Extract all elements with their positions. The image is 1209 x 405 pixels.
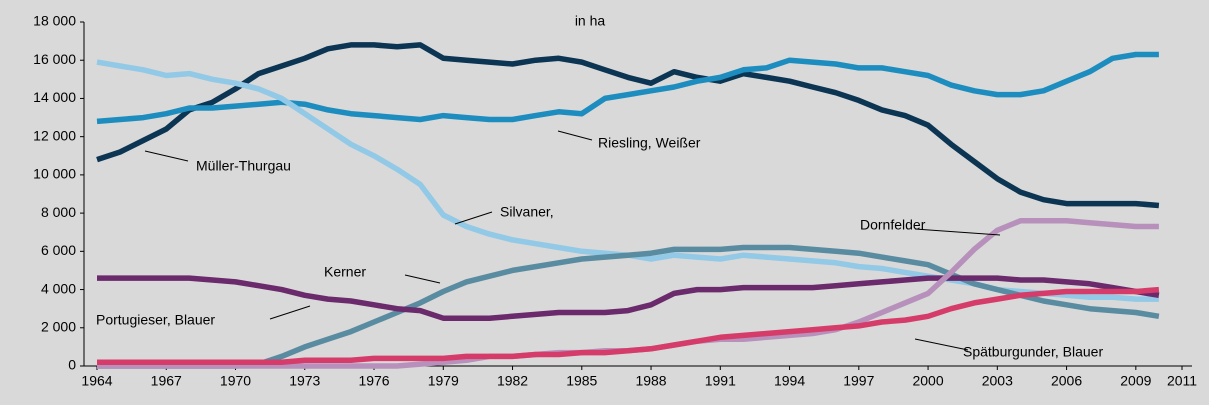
series-line [97, 286, 1160, 365]
x-tick-label: 1973 [289, 373, 320, 389]
y-tick-label: 14 000 [33, 89, 76, 105]
series-label: Spätburgunder, Blauer [963, 344, 1103, 360]
series-line [97, 244, 1160, 369]
series-label: Riesling, Weißer [598, 135, 701, 151]
series-line [96, 51, 1159, 125]
x-tick-label: 1985 [566, 373, 597, 389]
leader-line [269, 305, 311, 320]
x-tick-label: 1964 [81, 373, 112, 389]
series-label: Dornfelder [860, 217, 926, 233]
y-tick-label: 4 000 [41, 280, 76, 296]
series-label: Kerner [324, 264, 366, 280]
x-tick-label: 1994 [774, 373, 805, 389]
x-tick-label: 1982 [497, 373, 528, 389]
leader-line [404, 274, 441, 284]
series-label: Müller-Thurgau [196, 158, 291, 174]
x-tick-label: 1970 [220, 373, 251, 389]
series-label: Portugieser, Blauer [96, 312, 215, 328]
x-tick-label: 1979 [428, 373, 459, 389]
x-tick-label: 1988 [635, 373, 666, 389]
x-tick-label: 2006 [1051, 373, 1082, 389]
x-tick-label: 2003 [982, 373, 1013, 389]
x-tick-label: 1967 [151, 373, 182, 389]
y-tick-label: 0 [68, 357, 76, 373]
y-tick-label: 6 000 [41, 242, 76, 258]
y-tick-label: 18 000 [33, 13, 76, 29]
series-line [96, 42, 1160, 209]
y-tick-label: 10 000 [33, 166, 76, 182]
y-tick-label: 8 000 [41, 204, 76, 220]
x-tick-label: 1976 [358, 373, 389, 389]
leader-line [144, 150, 189, 162]
leader-line [454, 211, 493, 225]
series-label: Silvaner, [500, 204, 554, 220]
x-tick-label: 1991 [705, 373, 736, 389]
x-tick-label: 2009 [1120, 373, 1151, 389]
axes: 0 2 000 4 000 6 000 8 000 10 000 12 000 14 000 1… [33, 13, 1197, 389]
y-tick-label: 16 000 [33, 51, 76, 67]
series-lines [96, 42, 1160, 369]
y-tick-label: 2 000 [41, 318, 76, 334]
x-tick-label: 1997 [843, 373, 874, 389]
leader-line [914, 338, 969, 351]
leader-line [914, 228, 1001, 236]
y-tick-label: 12 000 [33, 127, 76, 143]
leader-line [557, 130, 593, 141]
annotations: Müller-Thurgau Riesling, Weißer Silvaner… [96, 130, 1103, 360]
x-tick-label: 2011 [1167, 373, 1197, 389]
series-line [97, 275, 1160, 321]
x-tick-label: 2000 [912, 373, 943, 389]
chart-title: in ha [575, 13, 606, 29]
